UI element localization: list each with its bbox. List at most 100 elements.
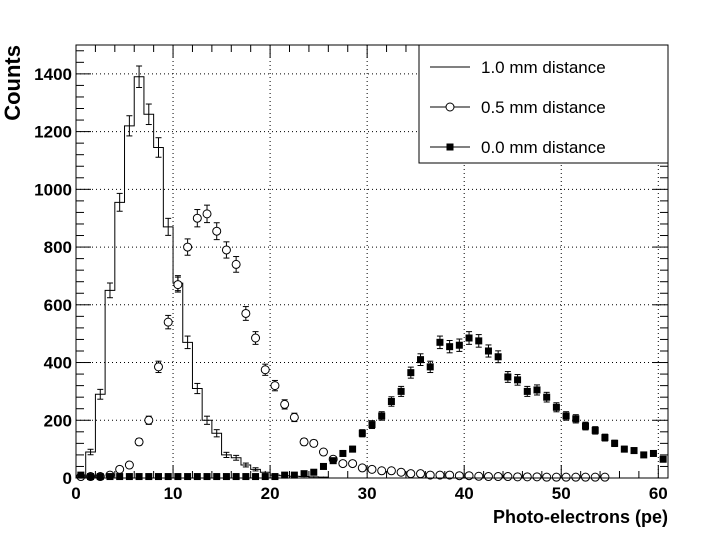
data-point-open-circle — [445, 470, 455, 480]
data-point-open-circle — [600, 472, 610, 482]
data-point-filled-square — [222, 473, 230, 481]
legend: 1.0 mm distance 0.5 mm distance 0.0 mm dis… — [418, 44, 669, 164]
data-point-filled-square — [358, 429, 366, 437]
y-axis-title: Counts — [0, 45, 25, 121]
data-point-open-circle — [309, 438, 319, 448]
data-point-open-circle — [202, 209, 212, 219]
legend-box — [418, 44, 669, 164]
y-tick-label: 1000 — [34, 180, 72, 199]
data-point-filled-square — [145, 473, 153, 481]
data-point-filled-square — [349, 445, 357, 453]
data-point-open-circle — [590, 472, 600, 482]
data-point-open-circle — [144, 415, 154, 425]
data-point-filled-square — [319, 462, 327, 470]
data-point-filled-square — [640, 451, 648, 459]
data-point-open-circle — [483, 472, 493, 482]
data-point-open-circle — [348, 459, 358, 469]
data-point-open-circle — [221, 245, 231, 255]
data-point-filled-square — [300, 470, 308, 478]
data-point-filled-square — [475, 337, 483, 345]
data-point-open-circle — [183, 242, 193, 252]
y-tick-label: 400 — [44, 354, 72, 373]
series-layer — [76, 65, 667, 482]
data-point-filled-square — [154, 473, 162, 481]
data-point-open-circle — [435, 470, 445, 480]
data-point-open-circle — [406, 469, 416, 479]
data-point-open-circle — [289, 412, 299, 422]
data-point-filled-square — [184, 473, 192, 481]
data-point-open-circle — [153, 362, 163, 372]
data-point-filled-square — [407, 369, 415, 377]
data-point-filled-square — [329, 457, 337, 465]
data-point-filled-square — [572, 415, 580, 423]
data-point-filled-square — [378, 412, 386, 420]
data-point-open-circle — [551, 472, 561, 482]
data-point-open-circle — [251, 333, 261, 343]
y-tick-label: 1200 — [34, 123, 72, 142]
data-point-filled-square — [87, 473, 95, 481]
data-point-filled-square — [591, 426, 599, 434]
data-point-filled-square — [514, 376, 522, 384]
data-point-open-circle — [542, 472, 552, 482]
data-point-open-circle — [260, 365, 270, 375]
x-axis-title: Photo-electrons (pe) — [493, 507, 668, 527]
x-tick-label: 0 — [71, 484, 80, 503]
data-point-open-circle — [474, 471, 484, 481]
data-point-filled-square — [252, 473, 260, 481]
legend-entry-label: 0.5 mm distance — [481, 98, 606, 117]
data-point-open-circle — [581, 472, 591, 482]
series-2 — [76, 204, 610, 482]
data-point-filled-square — [446, 343, 454, 351]
data-point-open-circle — [367, 464, 377, 474]
data-point-filled-square — [504, 373, 512, 381]
data-point-open-circle — [173, 280, 183, 290]
data-point-open-circle — [212, 226, 222, 236]
y-tick-label: 600 — [44, 296, 72, 315]
data-point-filled-square — [484, 347, 492, 355]
data-point-open-circle — [357, 463, 367, 473]
data-point-open-circle — [192, 213, 202, 223]
data-point-filled-square — [116, 473, 124, 481]
data-point-filled-square — [426, 363, 434, 371]
y-tick-label: 1400 — [34, 65, 72, 84]
data-point-open-circle — [377, 466, 387, 476]
data-point-filled-square — [193, 473, 201, 481]
x-tick-label: 10 — [164, 484, 183, 503]
y-tick-label: 800 — [44, 238, 72, 257]
data-point-open-circle — [270, 381, 280, 391]
y-tick-label: 200 — [44, 411, 72, 430]
data-point-filled-square — [611, 439, 619, 447]
data-point-filled-square — [436, 338, 444, 346]
legend-entry-label: 0.0 mm distance — [481, 138, 606, 157]
data-point-filled-square — [465, 334, 473, 342]
data-point-open-circle — [299, 437, 309, 447]
data-point-filled-square — [135, 473, 143, 481]
data-point-open-circle — [241, 308, 251, 318]
data-point-open-circle — [115, 464, 125, 474]
data-point-open-circle — [338, 459, 348, 469]
data-point-filled-square — [620, 445, 628, 453]
data-point-filled-square — [164, 473, 172, 481]
data-point-filled-square — [174, 473, 182, 481]
data-point-open-circle — [318, 447, 328, 457]
data-point-filled-square — [96, 473, 104, 481]
legend-entry-label: 1.0 mm distance — [481, 58, 606, 77]
data-point-filled-square — [339, 449, 347, 457]
data-point-filled-square — [213, 473, 221, 481]
data-point-open-circle — [571, 472, 581, 482]
data-point-filled-square — [106, 473, 114, 481]
x-tick-label: 60 — [649, 484, 668, 503]
data-point-filled-square — [290, 471, 298, 479]
data-point-filled-square — [523, 387, 531, 395]
data-point-filled-square — [232, 473, 240, 481]
data-point-open-circle — [280, 399, 290, 409]
legend-marker-open-circle — [445, 102, 455, 112]
data-point-filled-square — [77, 471, 85, 479]
data-point-filled-square — [582, 422, 590, 430]
data-point-open-circle — [493, 472, 503, 482]
data-point-filled-square — [552, 403, 560, 411]
legend-marker-filled-square — [446, 143, 454, 151]
data-point-filled-square — [281, 471, 289, 479]
